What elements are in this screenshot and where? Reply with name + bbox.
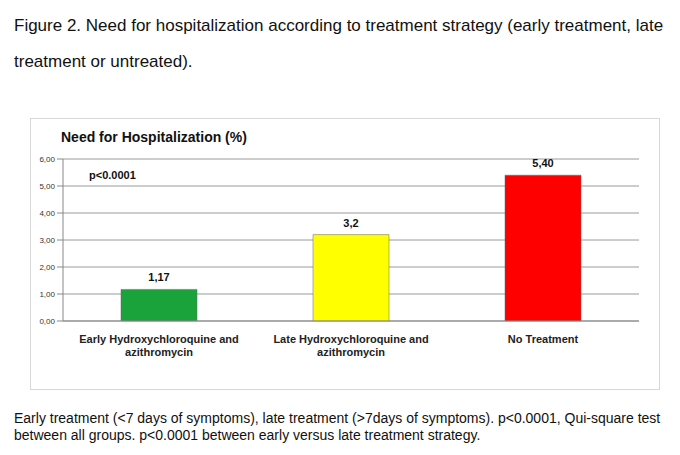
svg-text:3,00: 3,00 <box>39 236 55 245</box>
svg-text:5,40: 5,40 <box>532 157 553 169</box>
svg-text:Late Hydroxychloroquine andazi: Late Hydroxychloroquine andazithromycin <box>273 333 428 358</box>
html-text:Figure 2. Need for hospitaliza: Figure 2. Need for hospitalization accor… <box>14 16 664 71</box>
svg-text:No Treatment: No Treatment <box>508 333 579 345</box>
svg-text:1,17: 1,17 <box>148 271 169 283</box>
html-text:Need for Hospitalization (%): Need for Hospitalization (%) <box>61 129 247 145</box>
svg-text:1,00: 1,00 <box>39 290 55 299</box>
svg-text:4,00: 4,00 <box>39 209 55 218</box>
svg-text:0,00: 0,00 <box>39 317 55 326</box>
html-text:p<0.0001: p<0.0001 <box>89 169 136 181</box>
html-text:Early treatment (<7 days of sy: Early treatment (<7 days of symptoms), l… <box>14 410 661 443</box>
svg-text:6,00: 6,00 <box>39 155 55 164</box>
svg-text:3,2: 3,2 <box>343 217 358 229</box>
svg-text:2,00: 2,00 <box>39 263 55 272</box>
svg-text:Early Hydroxychloroquine andaz: Early Hydroxychloroquine andazithromycin <box>79 333 239 358</box>
svg-text:5,00: 5,00 <box>39 182 55 191</box>
